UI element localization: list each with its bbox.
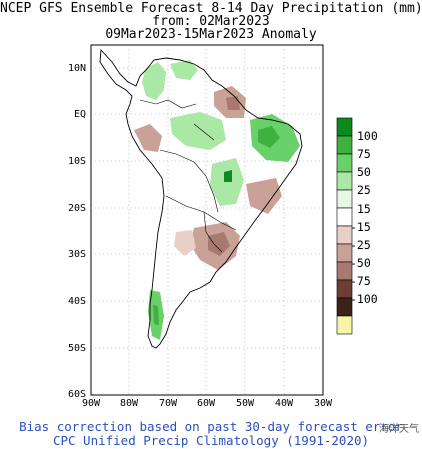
legend-swatch (336, 135, 353, 155)
legend-label: 25 (357, 183, 371, 197)
legend-label: 50 (357, 165, 371, 179)
coastline-south-america (99, 48, 303, 349)
chart-title: NCEP GFS Ensemble Forecast 8-14 Day Prec… (0, 1, 422, 16)
legend-swatch (336, 315, 353, 335)
x-tick-label: 40W (275, 398, 294, 409)
anomaly-dry-parana-core (208, 232, 230, 256)
x-tick-label: 30W (314, 398, 333, 409)
x-tick-label: 80W (120, 398, 139, 409)
anomaly-wet-south-chile-core (153, 305, 159, 325)
x-tick-label: 90W (82, 398, 101, 409)
forecast-from-date: from: 02Mar2023 (152, 14, 270, 29)
y-tick-label: EQ (74, 109, 86, 120)
legend-label: -100 (350, 292, 378, 306)
legend-swatch (336, 171, 353, 191)
bias-correction-note: Bias correction based on past 30-day for… (19, 419, 403, 434)
legend-swatch (336, 189, 353, 209)
anomaly-wet-central-core (224, 170, 232, 182)
legend-label: 75 (357, 147, 371, 161)
y-tick-label: 10N (68, 63, 86, 74)
legend-label: 15 (357, 202, 371, 216)
legend-label: -15 (350, 220, 371, 234)
legend-swatch (336, 117, 353, 137)
y-axis-labels: 10N EQ 10S 20S 30S 40S 50S 60S (68, 63, 86, 400)
anomaly-dry-west (134, 124, 162, 152)
x-tick-label: 60W (197, 398, 216, 409)
anomaly-dry-amazon-mouth-core (226, 96, 240, 110)
anomaly-wet-east-core (258, 126, 280, 148)
anomaly-dry-argentina (174, 230, 196, 256)
legend-label: 100 (357, 129, 378, 143)
y-tick-label: 60S (68, 389, 86, 400)
country-borders (139, 99, 237, 253)
legend-label: -50 (350, 256, 371, 270)
anomaly-wet-northwest (142, 62, 166, 100)
map-frame (90, 44, 324, 396)
y-tick-label: 10S (68, 156, 86, 167)
legend-colorbar (336, 117, 353, 335)
legend-label: -75 (350, 274, 371, 288)
anomaly-shading (134, 60, 300, 340)
watermark: 海洋天气 (379, 424, 419, 435)
climatology-note: CPC Unified Precip Climatology (1991-202… (52, 433, 370, 448)
x-axis-labels: 90W 80W 70W 60W 50W 40W 30W (82, 398, 333, 409)
x-tick-label: 50W (236, 398, 255, 409)
legend-swatch (336, 153, 353, 173)
anomaly-wet-amazon (170, 112, 226, 150)
anomaly-wet-north (170, 60, 198, 80)
x-tick-label: 70W (159, 398, 178, 409)
y-tick-label: 40S (68, 296, 86, 307)
legend-label: -25 (350, 238, 371, 252)
legend-labels: 100 75 50 25 15 -15 -25 -50 -75 -100 (350, 129, 378, 306)
forecast-period: 09Mar2023-15Mar2023 Anomaly (105, 27, 317, 42)
y-tick-label: 50S (68, 343, 86, 354)
anomaly-dry-southeast (246, 178, 282, 214)
y-tick-label: 30S (68, 249, 86, 260)
y-tick-label: 20S (68, 203, 86, 214)
